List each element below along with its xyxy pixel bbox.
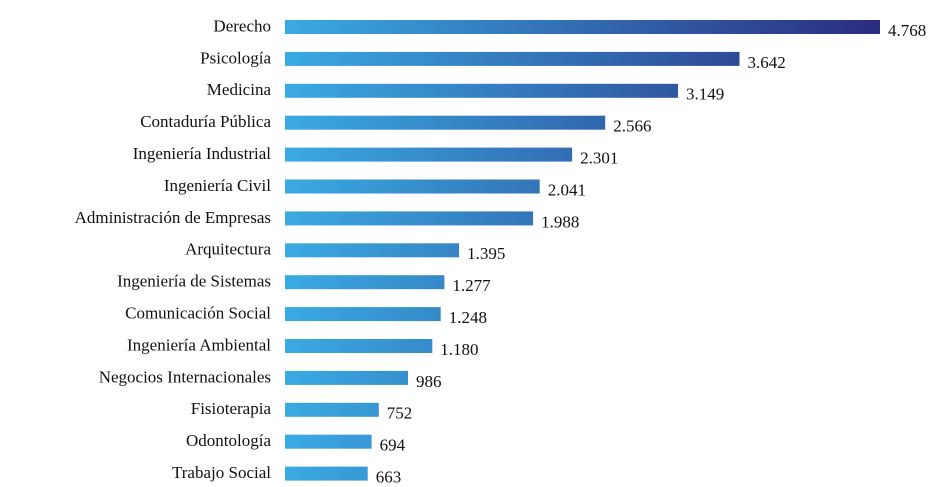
category-label: Trabajo Social (172, 463, 271, 482)
category-label: Comunicación Social (125, 304, 271, 323)
value-labels: 4.768 3.642 3.149 2.566 2.301 2.041 1.988 1.395… (376, 21, 927, 487)
bar (285, 179, 540, 194)
value-label: 752 (387, 404, 413, 423)
value-label: 1.248 (449, 308, 487, 327)
category-label: Psicología (200, 48, 271, 67)
bar (285, 402, 379, 417)
bar (285, 115, 606, 130)
bar (285, 307, 441, 322)
category-label: Ingeniería Civil (164, 176, 271, 195)
category-label: Negocios Internacionales (99, 367, 271, 386)
bar (285, 51, 740, 66)
category-label: Medicina (207, 80, 272, 99)
value-label: 1.988 (541, 212, 579, 231)
bar (285, 434, 372, 449)
bars-group (285, 20, 880, 481)
category-label: Ingeniería Industrial (133, 144, 272, 163)
bar (285, 83, 678, 98)
value-label: 2.041 (548, 180, 586, 199)
bar (285, 339, 433, 353)
category-label: Derecho (213, 16, 271, 35)
category-label: Fisioterapia (191, 399, 272, 418)
value-label: 2.566 (613, 117, 651, 136)
value-label: 2.301 (580, 149, 618, 168)
value-label: 663 (376, 468, 402, 487)
bar (285, 370, 408, 385)
category-label: Administración de Empresas (75, 208, 271, 227)
category-label: Ingeniería de Sistemas (117, 272, 271, 291)
bar (285, 20, 880, 34)
bar (285, 466, 368, 481)
bar (285, 275, 445, 290)
value-label: 1.180 (440, 340, 478, 359)
category-label: Odontología (186, 431, 271, 450)
value-label: 986 (416, 372, 442, 391)
category-label: Contaduría Pública (140, 112, 271, 131)
value-label: 3.149 (686, 85, 724, 104)
value-label: 1.277 (452, 276, 491, 295)
value-label: 3.642 (748, 53, 786, 72)
bar (285, 243, 460, 258)
category-labels: Derecho Psicología Medicina Contaduría Públ… (75, 16, 272, 482)
value-label: 4.768 (888, 21, 926, 40)
bar (285, 211, 534, 226)
bar (285, 147, 573, 162)
value-label: 1.395 (467, 244, 505, 263)
category-label: Arquitectura (185, 240, 271, 259)
category-label: Ingeniería Ambiental (127, 335, 271, 354)
value-label: 694 (380, 436, 406, 455)
